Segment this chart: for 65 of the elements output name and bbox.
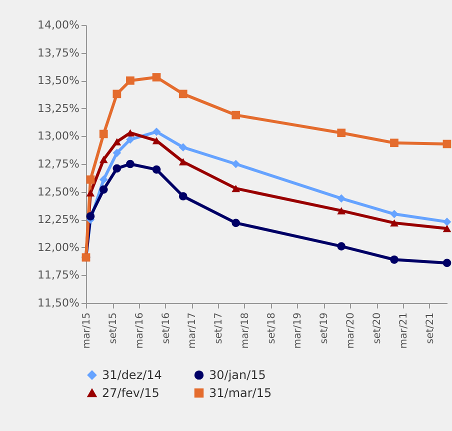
- point: [112, 138, 122, 146]
- point: [112, 164, 122, 173]
- x-tick-label: set/21: [424, 312, 436, 344]
- point: [112, 148, 122, 158]
- legend-label: 27/fev/15: [102, 386, 160, 400]
- x-tick-label: mar/17: [187, 312, 198, 349]
- x-tick-label: mar/18: [240, 312, 251, 349]
- point: [390, 255, 398, 264]
- point: [86, 189, 95, 197]
- x-tick-label: mar/20: [346, 312, 357, 349]
- point: [152, 165, 161, 174]
- legend-label: 30/jan/15: [209, 368, 266, 382]
- point: [232, 110, 240, 120]
- x-tick-label: mar/15: [82, 312, 92, 349]
- y-tick-label: 13,25%: [38, 102, 80, 115]
- y-tick-label: 13,75%: [38, 46, 80, 60]
- y-tick-label: 12,75%: [38, 158, 80, 170]
- y-tick-label: 12,25%: [38, 213, 80, 226]
- point: [152, 128, 161, 136]
- point: [178, 192, 188, 200]
- point: [99, 130, 108, 138]
- x-tick-label: set/17: [214, 312, 225, 344]
- point: [99, 175, 108, 184]
- point: [442, 140, 452, 148]
- point: [99, 185, 108, 194]
- point: [442, 258, 452, 268]
- point: [337, 128, 346, 138]
- point: [178, 90, 188, 98]
- point: [178, 143, 188, 152]
- y-tick-label: 13,00%: [38, 130, 80, 143]
- point: [86, 212, 95, 220]
- y-tick-label: 12,50%: [38, 185, 80, 198]
- point: [390, 138, 398, 148]
- point: [178, 158, 188, 166]
- point: [152, 73, 161, 82]
- point: [337, 194, 346, 203]
- x-tick-label: set/20: [372, 312, 384, 344]
- legend-label: 31/mar/15: [209, 386, 272, 400]
- point: [390, 210, 398, 218]
- x-tick-label: set/15: [108, 312, 120, 344]
- y-tick-label: 14,00%: [38, 18, 80, 32]
- x-tick-label: set/19: [319, 312, 330, 344]
- point: [126, 76, 134, 85]
- x-tick-label: set/16: [160, 312, 172, 344]
- point: [390, 219, 398, 227]
- point: [442, 218, 452, 226]
- point: [442, 224, 452, 232]
- point: [86, 175, 95, 184]
- x-tick-label: mar/21: [398, 312, 410, 349]
- legend-label: 31/dez/14: [102, 368, 162, 382]
- point: [232, 160, 240, 168]
- y-tick-label: 11,50%: [38, 296, 80, 310]
- point: [99, 156, 108, 164]
- point: [126, 160, 134, 168]
- y-tick-label: 11,75%: [38, 268, 80, 282]
- y-tick-label: 13,50%: [38, 74, 80, 88]
- x-tick-label: mar/19: [292, 312, 304, 349]
- point: [112, 90, 122, 98]
- x-tick-label: mar/16: [134, 312, 146, 349]
- point: [232, 218, 240, 228]
- point: [337, 242, 346, 250]
- point: [337, 207, 346, 214]
- point: [232, 184, 240, 192]
- y-tick-label: 12,00%: [38, 240, 80, 254]
- x-tick-label: set/18: [266, 312, 278, 344]
